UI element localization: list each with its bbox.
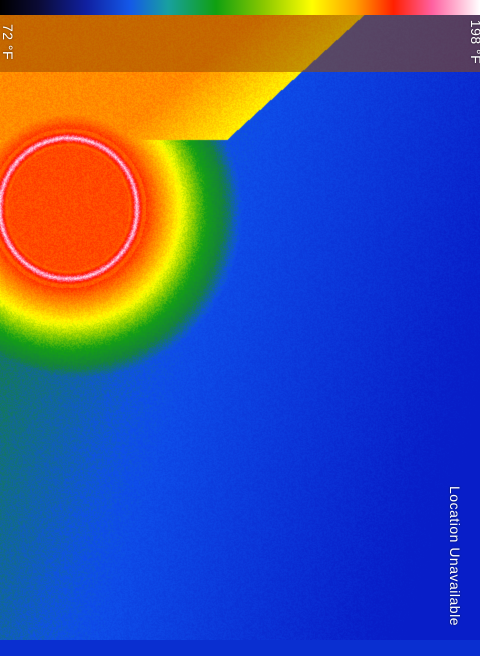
min-temperature-label: 72 °F xyxy=(0,23,17,61)
top-overlay-band xyxy=(0,15,480,72)
location-status-label: Location Unavailable xyxy=(447,486,463,626)
color-palette-bar xyxy=(0,0,480,15)
thermal-image xyxy=(0,0,480,640)
max-temperature-label: 198 °F xyxy=(468,19,480,65)
